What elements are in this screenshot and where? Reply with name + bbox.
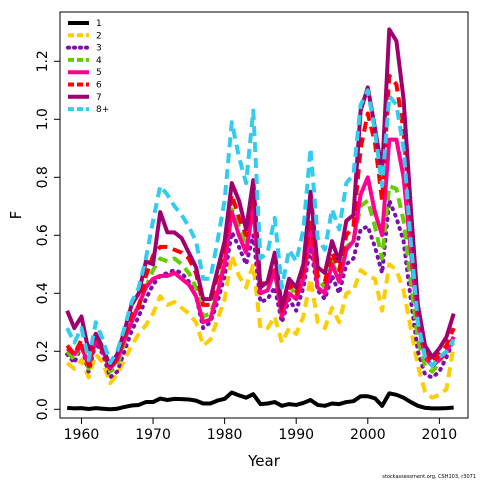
x-tick-label: 1990 — [278, 427, 314, 443]
x-tick-label: 2010 — [422, 427, 458, 443]
legend: 1 2 3 4 5 6 7 8+ — [66, 19, 109, 115]
y-axis-title: F — [7, 211, 25, 220]
y-axis: 0.0 0.2 0.4 0.6 0.8 1.0 1.2 — [35, 50, 60, 420]
x-tick-label: 2000 — [350, 427, 386, 443]
legend-label: 3 — [96, 44, 102, 54]
y-tick-label: 0.0 — [35, 398, 51, 420]
y-tick-label: 0.2 — [35, 340, 51, 362]
x-axis-title: Year — [247, 452, 281, 470]
y-tick-label: 0.4 — [35, 282, 51, 304]
x-axis: 1960 1970 1980 1990 2000 2010 — [64, 418, 458, 443]
series-line-1 — [66, 390, 454, 412]
y-tick-label: 1.0 — [35, 108, 51, 130]
series-line-7 — [65, 27, 456, 368]
legend-label: 8+ — [96, 105, 109, 115]
series-line-5 — [65, 137, 456, 371]
plot-frame — [59, 11, 469, 419]
legend-label: 2 — [96, 31, 102, 41]
series-lines — [65, 27, 456, 412]
legend-label: 7 — [96, 93, 102, 103]
footnote: stockassessment.org, CSH103, r3071 — [382, 474, 476, 480]
series-line-2 — [65, 253, 456, 400]
legend-label: 4 — [96, 56, 102, 66]
x-tick-label: 1970 — [135, 427, 171, 443]
x-tick-label: 1960 — [64, 427, 100, 443]
y-tick-label: 0.6 — [35, 224, 51, 246]
legend-label: 5 — [96, 68, 102, 78]
y-tick-label: 1.2 — [35, 50, 51, 72]
legend-label: 1 — [96, 19, 102, 29]
series-line-8plus — [65, 88, 456, 368]
y-tick-label: 0.8 — [35, 166, 51, 188]
x-tick-label: 1980 — [207, 427, 243, 443]
legend-label: 6 — [96, 81, 102, 91]
